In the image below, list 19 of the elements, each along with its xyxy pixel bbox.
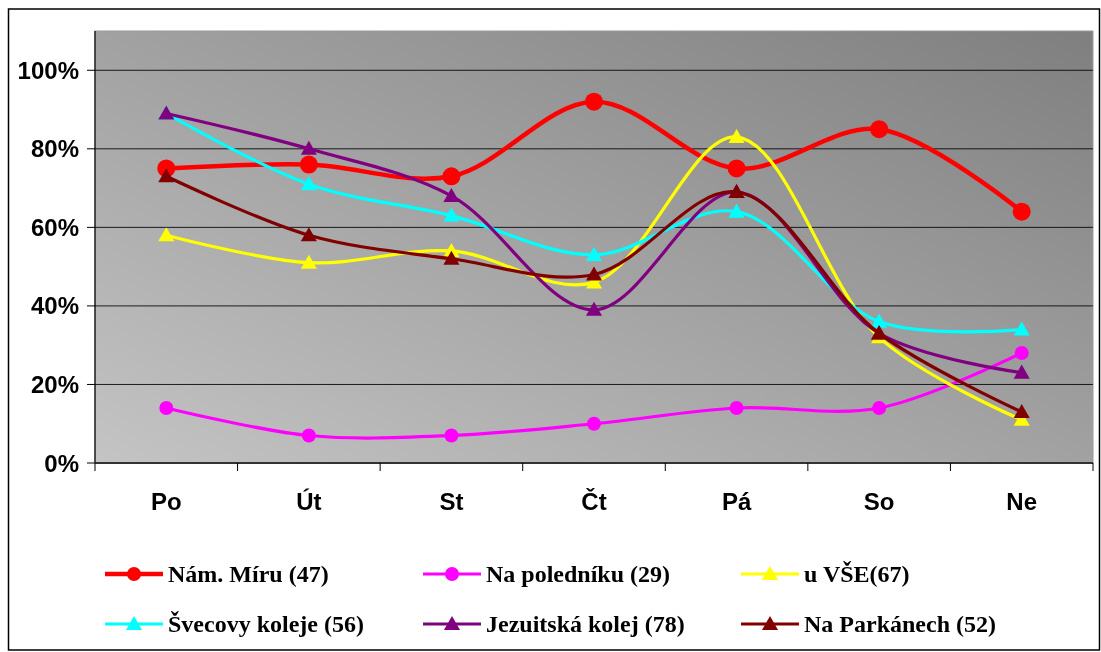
x-tick-label: Pá bbox=[721, 488, 752, 515]
legend-label: Jezuitská kolej (78) bbox=[486, 611, 685, 637]
y-tick-label: 100% bbox=[17, 56, 79, 84]
x-tick-label: So bbox=[863, 488, 895, 515]
y-tick-label: 0% bbox=[44, 449, 79, 477]
x-tick-label: Ne bbox=[1006, 488, 1038, 515]
x-tick-label: St bbox=[439, 488, 464, 515]
y-tick-label: 60% bbox=[30, 213, 79, 241]
legend-label: Na Parkánech (52) bbox=[804, 611, 996, 637]
legend-label: Nám. Míru (47) bbox=[168, 561, 329, 587]
legend-label: Na poledníku (29) bbox=[486, 561, 671, 587]
y-tick-label: 20% bbox=[30, 370, 79, 398]
x-tick-label: Čt bbox=[581, 488, 607, 515]
y-tick-label: 80% bbox=[30, 135, 79, 163]
x-tick-label: Po bbox=[150, 488, 182, 515]
x-tick-label: Út bbox=[296, 488, 322, 515]
legend-label: Švecovy koleje (56) bbox=[168, 611, 364, 637]
y-tick-label: 40% bbox=[30, 292, 79, 320]
legend-label: u VŠE(67) bbox=[804, 561, 910, 587]
